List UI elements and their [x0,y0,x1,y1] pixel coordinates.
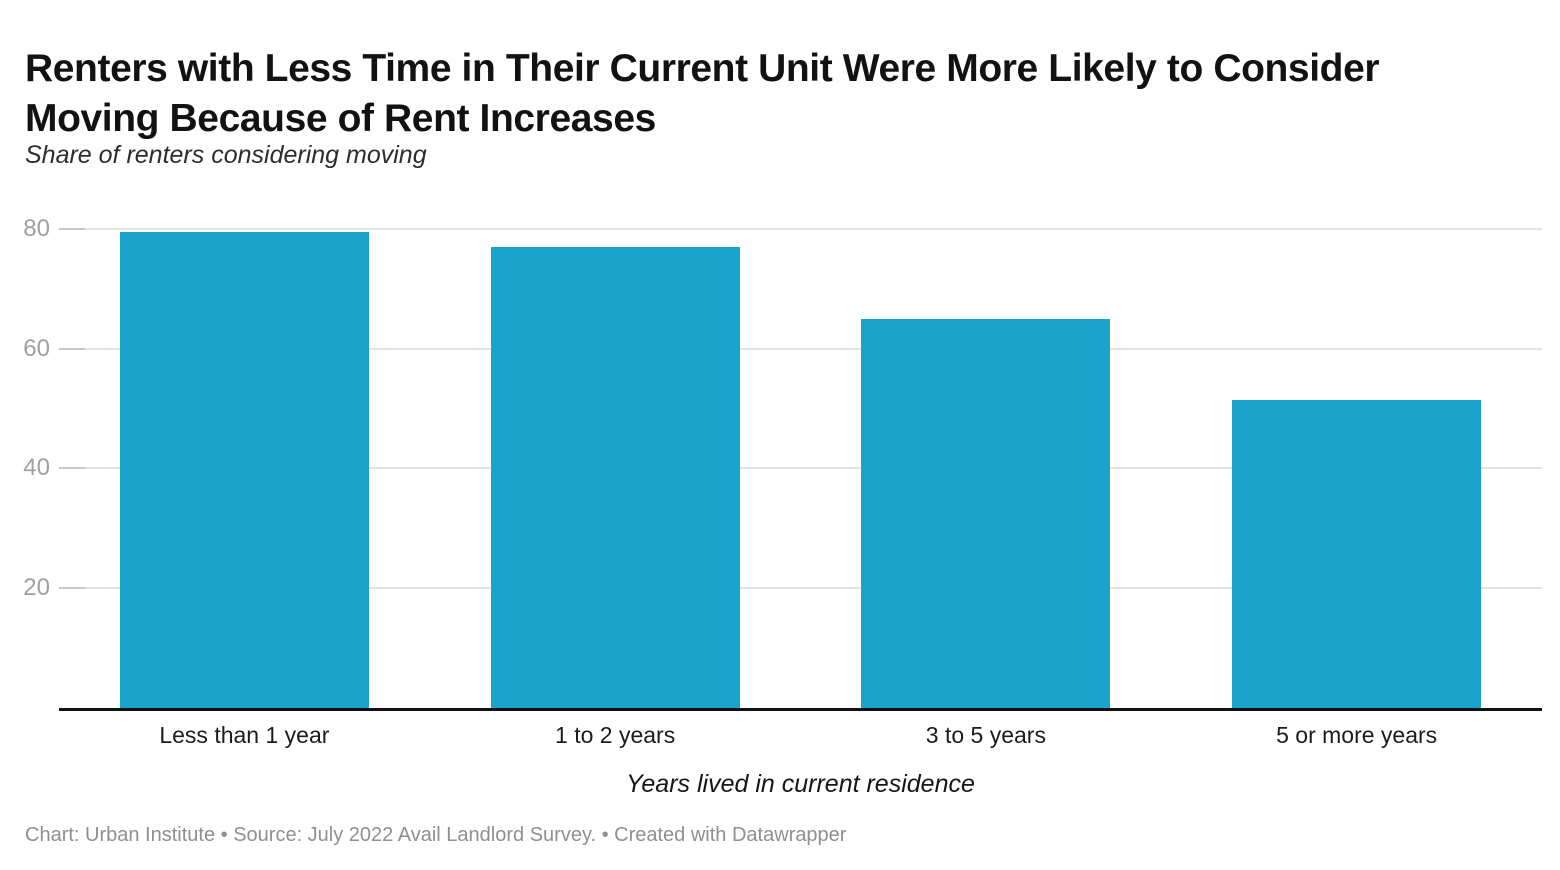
x-category-label-3-to-5-years: 3 to 5 years [925,722,1046,748]
bar-1-to-2-years[interactable] [490,246,740,708]
y-axis-tick-60 [59,347,85,350]
y-axis-tick-label-40: 40 [23,454,50,482]
y-axis-tick-label-20: 20 [23,574,50,602]
chart-subtitle: Share of renters considering moving [25,141,427,169]
gridline-y-80 [59,227,1542,230]
x-category-label-5-or-more-years: 5 or more years [1276,722,1438,748]
x-category-label-less-than-1-year: Less than 1 year [159,722,330,748]
bar-5-or-more-years[interactable] [1232,399,1482,708]
y-axis-tick-40 [59,467,85,470]
chart-title: Renters with Less Time in Their Current … [25,44,1545,144]
chart-footer-attribution: Chart: Urban Institute • Source: July 20… [25,824,847,846]
y-axis-tick-80 [59,227,85,230]
bar-3-to-5-years[interactable] [861,318,1111,708]
chart-title-line-2: Moving Because of Rent Increases [25,97,656,141]
x-category-label-1-to-2-years: 1 to 2 years [555,722,676,748]
gridline-y-40 [59,467,1542,470]
gridline-y-20 [59,587,1542,590]
y-axis-tick-label-60: 60 [23,334,50,362]
y-axis-tick-20 [59,587,85,590]
x-axis-title: Years lived in current residence [626,770,975,798]
y-axis-tick-label-80: 80 [23,214,50,242]
gridline-y-60 [59,347,1542,350]
plot-area: 20 40 60 80 Less than 1 year 1 to 2 years 3 to… [23,199,1542,748]
chart-title-line-1: Renters with Less Time in Their Current … [25,47,1380,91]
bar-less-than-1-year[interactable] [119,231,369,708]
